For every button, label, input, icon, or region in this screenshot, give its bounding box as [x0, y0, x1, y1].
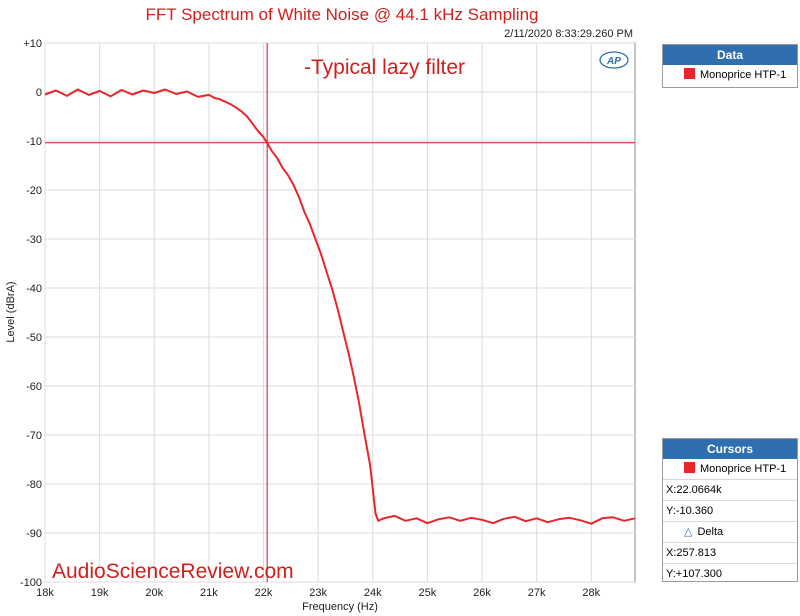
x-tick-label: 22k	[255, 587, 273, 599]
cursor-color-swatch	[684, 462, 695, 473]
x-axis-label: Frequency (Hz)	[302, 601, 378, 613]
legend-entry-label: Monoprice HTP-1	[700, 69, 787, 81]
x-tick-label: 28k	[582, 587, 600, 599]
y-tick-label: -90	[26, 528, 42, 540]
chart-title: FFT Spectrum of White Noise @ 44.1 kHz S…	[146, 5, 539, 24]
cursor-entry-label: Monoprice HTP-1	[700, 463, 787, 475]
y-tick-label: -80	[26, 479, 42, 491]
delta-icon: △	[684, 526, 693, 538]
axis-ticks: 18k 19k 20k 21k 22k 23k 24k 25k 26k 27k 28k +10 0 -10…	[20, 38, 601, 599]
ap-logo: AP	[599, 51, 629, 69]
series-line-monoprice-htp-1	[44, 88, 636, 525]
grid	[44, 42, 635, 583]
y-tick-label: -30	[26, 234, 42, 246]
x-tick-label: 24k	[364, 587, 382, 599]
plot-area	[44, 42, 636, 583]
delta-x-value: X:257.813	[663, 542, 797, 563]
x-tick-label: 20k	[145, 587, 163, 599]
x-tick-label: 25k	[419, 587, 437, 599]
annotation-text: -Typical lazy filter	[304, 56, 465, 79]
cursors-panel-header: Cursors	[663, 439, 797, 459]
cursor-crosshair[interactable]	[45, 43, 635, 582]
timestamp: 2/11/2020 8:33:29.260 PM	[504, 28, 633, 40]
watermark: AudioScienceReview.com	[52, 560, 294, 583]
y-tick-label: -50	[26, 332, 42, 344]
x-tick-label: 23k	[309, 587, 327, 599]
y-tick-label: -10	[26, 136, 42, 148]
y-tick-label: 0	[36, 87, 42, 99]
cursor-y-value: Y:-10.360	[663, 500, 797, 521]
cursor-entry[interactable]: Monoprice HTP-1	[663, 459, 797, 479]
delta-label: Delta	[697, 526, 724, 538]
delta-row: △ Delta	[663, 521, 797, 542]
x-tick-label: 19k	[91, 587, 109, 599]
cursors-panel: Cursors Monoprice HTP-1 X:22.0664k Y:-10…	[662, 438, 798, 582]
y-tick-label: -40	[26, 283, 42, 295]
svg-text:AP: AP	[606, 56, 621, 67]
y-tick-label: +10	[23, 38, 42, 50]
x-tick-label: 18k	[36, 587, 54, 599]
y-axis-label: Level (dBrA)	[5, 281, 17, 342]
y-tick-label: -60	[26, 381, 42, 393]
y-tick-label: -70	[26, 430, 42, 442]
x-tick-label: 27k	[528, 587, 546, 599]
y-tick-label: -100	[20, 577, 42, 589]
cursor-x-value: X:22.0664k	[663, 479, 797, 500]
delta-y-value: Y:+107.300	[663, 563, 797, 584]
x-tick-label: 21k	[200, 587, 218, 599]
legend-panel-header: Data	[663, 45, 797, 65]
y-tick-label: -20	[26, 185, 42, 197]
series-color-swatch	[684, 68, 695, 79]
x-tick-label: 26k	[473, 587, 491, 599]
legend-entry[interactable]: Monoprice HTP-1	[663, 65, 797, 85]
legend-panel: Data Monoprice HTP-1	[662, 44, 798, 88]
